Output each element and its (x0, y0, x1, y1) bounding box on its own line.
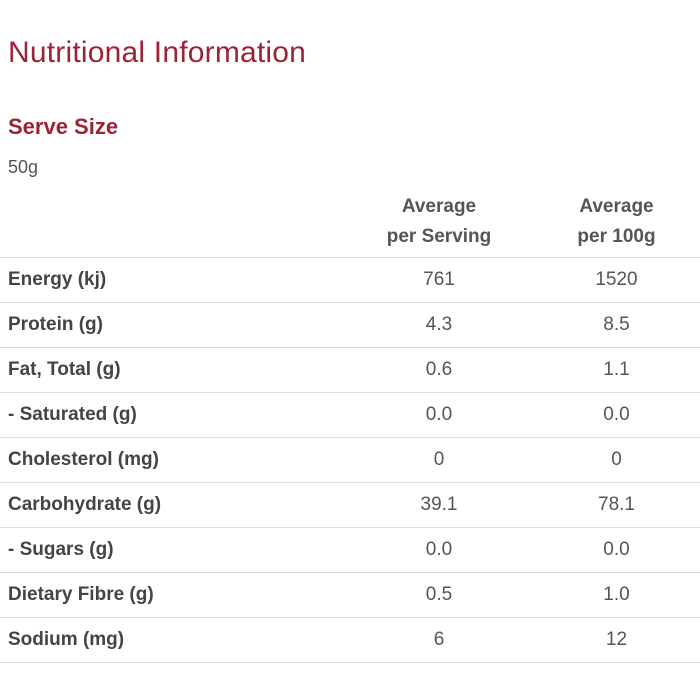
value-per-100g: 1.0 (533, 572, 700, 618)
value-per-serving: 0 (345, 437, 533, 483)
header-per-100g: Average per 100g (533, 186, 700, 258)
value-per-100g: 8.5 (533, 302, 700, 348)
value-per-serving: 0.0 (345, 527, 533, 573)
header-per-serving: Average per Serving (345, 186, 533, 258)
nutrient-name: - Saturated (g) (0, 392, 345, 438)
nutrient-name: Dietary Fibre (g) (0, 572, 345, 618)
nutrient-name: Cholesterol (mg) (0, 437, 345, 483)
value-per-serving: 6 (345, 617, 533, 663)
value-per-serving: 0.5 (345, 572, 533, 618)
value-per-serving: 0.0 (345, 392, 533, 438)
table-row: - Sugars (g) 0.0 0.0 (0, 527, 700, 573)
header-nutrient (0, 186, 345, 258)
header-per-100g-label: Average per 100g (577, 195, 656, 247)
serve-size-heading: Serve Size (8, 114, 119, 139)
value-per-serving: 4.3 (345, 302, 533, 348)
nutrient-name: Energy (kj) (0, 257, 345, 303)
table-row: Carbohydrate (g) 39.1 78.1 (0, 482, 700, 528)
value-per-100g: 12 (533, 617, 700, 663)
nutrient-name: - Sugars (g) (0, 527, 345, 573)
value-per-100g: 0.0 (533, 392, 700, 438)
table-row: Energy (kj) 761 1520 (0, 257, 700, 303)
table-row: Dietary Fibre (g) 0.5 1.0 (0, 572, 700, 618)
page-title: Nutritional Information (8, 36, 307, 69)
value-per-100g: 1.1 (533, 347, 700, 393)
value-per-100g: 0 (533, 437, 700, 483)
table-row: - Saturated (g) 0.0 0.0 (0, 392, 700, 438)
value-per-serving: 761 (345, 257, 533, 303)
value-per-100g: 78.1 (533, 482, 700, 528)
nutrient-name: Sodium (mg) (0, 617, 345, 663)
table-row: Protein (g) 4.3 8.5 (0, 302, 700, 348)
value-per-100g: 1520 (533, 257, 700, 303)
value-per-serving: 0.6 (345, 347, 533, 393)
nutrient-name: Fat, Total (g) (0, 347, 345, 393)
header-per-serving-label: Average per Serving (386, 195, 492, 247)
nutrition-table: Average per Serving Average per 100g Ene… (0, 186, 700, 663)
nutrient-name: Protein (g) (0, 302, 345, 348)
value-per-serving: 39.1 (345, 482, 533, 528)
serve-size-value: 50g (8, 157, 39, 177)
table-row: Sodium (mg) 6 12 (0, 617, 700, 663)
nutrition-table-body: Energy (kj) 761 1520 Protein (g) 4.3 8.5 Fat, … (0, 257, 700, 663)
table-row: Cholesterol (mg) 0 0 (0, 437, 700, 483)
table-row: Fat, Total (g) 0.6 1.1 (0, 347, 700, 393)
value-per-100g: 0.0 (533, 527, 700, 573)
table-header-row: Average per Serving Average per 100g (0, 186, 700, 258)
nutrient-name: Carbohydrate (g) (0, 482, 345, 528)
